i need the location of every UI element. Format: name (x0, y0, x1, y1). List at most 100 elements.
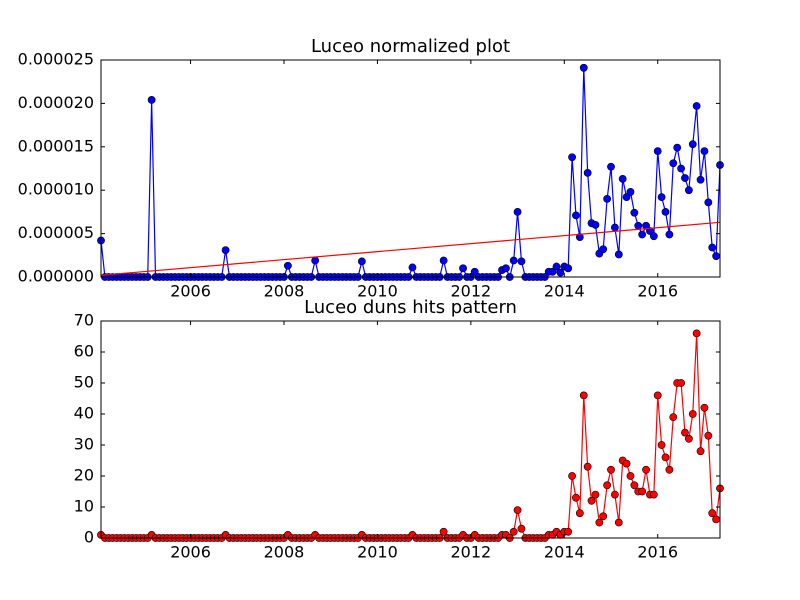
data-point (626, 472, 635, 480)
data-point (357, 257, 366, 266)
data-point (708, 509, 717, 518)
data-point (439, 527, 448, 536)
data-point (568, 472, 576, 480)
x-tick-label: 2010 (357, 543, 398, 562)
data-point (607, 465, 615, 474)
data-point (700, 147, 709, 156)
data-point (575, 509, 584, 518)
data-point (638, 230, 647, 239)
x-tick-label: 2014 (544, 282, 585, 301)
chart-title: Luceo duns hits pattern (304, 297, 517, 318)
data-point (700, 403, 709, 412)
data-point (556, 268, 565, 277)
y-tick-label: 0.000025 (18, 50, 94, 69)
data-point (587, 496, 596, 505)
y-tick-label: 40 (74, 404, 94, 423)
data-point (681, 174, 689, 182)
chart-title: Luceo normalized plot (311, 36, 510, 57)
axes-frame (100, 59, 721, 278)
data-point (626, 188, 635, 196)
x-tick-label: 2010 (357, 282, 398, 301)
y-tick-label: 60 (74, 342, 94, 361)
data-point (634, 221, 643, 230)
data-point (509, 527, 518, 536)
data-point (692, 329, 701, 338)
data-point (642, 221, 650, 230)
data-point (610, 223, 619, 232)
data-point (599, 512, 608, 521)
data-point (677, 379, 685, 387)
data-point (572, 493, 580, 502)
data-point (630, 208, 639, 217)
data-point (618, 175, 627, 183)
data-point (684, 186, 693, 195)
y-tick-label: 0 (84, 528, 94, 547)
x-tick-label: 2012 (450, 543, 491, 562)
data-point (579, 63, 588, 72)
data-point (439, 256, 448, 265)
data-point (513, 207, 522, 216)
x-tick-label: 2016 (637, 543, 678, 562)
data-point (470, 267, 479, 276)
data-point (646, 227, 654, 235)
y-tick-label: 0.000005 (18, 223, 94, 242)
data-point (614, 250, 623, 259)
data-point (603, 481, 612, 490)
y-tick-label: 50 (74, 373, 94, 392)
x-tick-label: 2008 (264, 282, 305, 301)
x-tick-label: 2008 (264, 543, 305, 562)
x-tick-label: 2012 (450, 282, 491, 301)
data-point (501, 264, 510, 273)
y-tick-label: 30 (74, 435, 94, 454)
data-point (607, 162, 615, 171)
data-point (591, 221, 600, 229)
y-tick-label: 0.000020 (18, 93, 94, 112)
axes-frame (100, 320, 721, 539)
data-point (657, 441, 666, 449)
data-point (283, 261, 292, 270)
data-point (575, 233, 584, 241)
data-point (459, 264, 467, 273)
data-point (564, 527, 573, 536)
data-point (564, 264, 573, 273)
data-point (673, 143, 682, 152)
data-point (614, 518, 623, 527)
data-point (599, 245, 608, 254)
data-point (696, 175, 705, 184)
data-point (568, 153, 576, 162)
data-point (704, 198, 713, 207)
data-point (591, 490, 600, 499)
data-point (147, 96, 156, 104)
data-point (653, 147, 662, 156)
y-tick-label: 10 (74, 497, 94, 516)
data-point (712, 252, 721, 261)
data-point (642, 465, 650, 474)
data-point (548, 267, 557, 276)
data-point (661, 453, 670, 462)
data-point (603, 194, 612, 203)
data-point (669, 413, 678, 421)
data-point (712, 515, 721, 524)
x-tick-label: 2016 (637, 282, 678, 301)
data-point (665, 230, 674, 239)
data-point (669, 159, 678, 168)
y-tick-label: 0.000015 (18, 136, 94, 155)
data-point (708, 243, 717, 252)
data-point (696, 447, 705, 456)
data-point (630, 481, 639, 490)
data-point (649, 490, 658, 499)
data-point (638, 487, 647, 496)
y-tick-label: 0.000000 (18, 267, 94, 286)
data-point (684, 434, 693, 443)
data-point (622, 193, 631, 202)
data-point (657, 193, 666, 202)
data-point (661, 207, 670, 216)
data-point (311, 256, 320, 265)
data-point (509, 256, 518, 265)
data-point (622, 459, 631, 468)
data-point (517, 257, 526, 266)
data-point (610, 490, 619, 499)
data-point (653, 391, 662, 400)
data-point (408, 263, 417, 272)
